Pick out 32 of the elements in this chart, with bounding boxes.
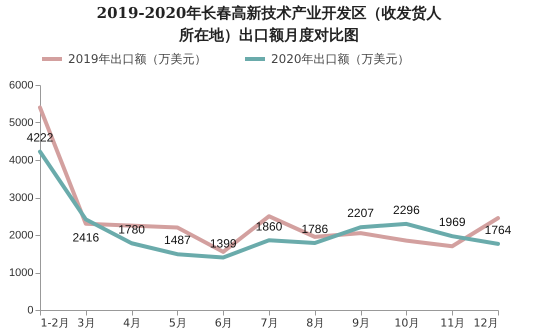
x-tick-label: 6月 (214, 316, 233, 330)
data-label: 2296 (393, 202, 420, 217)
legend-label: 2020年出口额（万美元） (271, 52, 410, 66)
y-tick-label: 4000 (9, 154, 34, 166)
y-tick-label: 5000 (9, 117, 34, 129)
y-tick-label: 3000 (9, 192, 34, 204)
x-tick-label: 9月 (352, 316, 370, 330)
x-tick-label: 3月 (77, 316, 96, 330)
x-tick-label: 10月 (394, 316, 420, 330)
x-tick-label: 11月 (440, 316, 466, 330)
data-label: 1860 (256, 219, 283, 234)
data-label: 2207 (347, 206, 374, 220)
x-tick-label: 1-2月 (40, 316, 70, 330)
data-label: 1764 (484, 222, 512, 237)
data-label: 1487 (164, 233, 192, 248)
y-tick-label: 6000 (9, 80, 34, 92)
chart-title: 2019-2020年长春高新技术产业开发区（收发货人所在地）出口额月度对比图 (96, 4, 442, 44)
data-label: 1786 (301, 222, 328, 236)
data-label: 1969 (438, 215, 466, 230)
data-label: 4222 (26, 130, 54, 145)
data-label: 1780 (118, 222, 146, 236)
legend-label: 2019年出口额（万美元） (68, 52, 207, 66)
data-label: 2416 (72, 230, 100, 244)
x-tick-label: 8月 (306, 316, 324, 330)
x-tick-label: 4月 (123, 316, 142, 330)
y-tick-label: 1000 (9, 267, 34, 279)
data-label: 1399 (210, 236, 237, 251)
y-tick-label: 2000 (9, 230, 34, 242)
x-tick-label: 5月 (168, 316, 187, 330)
x-tick-label: 7月 (260, 316, 278, 330)
y-tick-label: 0 (27, 304, 34, 316)
x-tick-label: 12月 (474, 316, 498, 330)
